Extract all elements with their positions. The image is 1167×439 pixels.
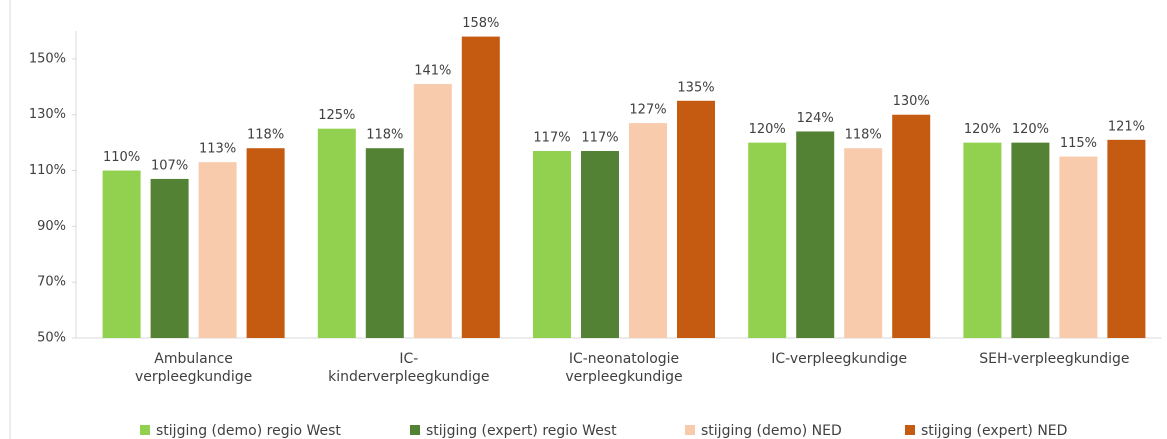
data-label: 115%: [1060, 136, 1097, 151]
legend-swatch: [685, 425, 695, 435]
data-label: 120%: [964, 122, 1001, 137]
data-label: 118%: [247, 128, 284, 143]
bar: [748, 142, 787, 338]
x-tick-label: IC-kinderverpleegkundige: [328, 351, 490, 385]
data-label: 118%: [845, 128, 882, 143]
bar: [844, 148, 883, 338]
bar: [581, 151, 619, 338]
data-label: 127%: [629, 103, 666, 118]
bar: [677, 100, 715, 338]
y-tick-label: 90%: [37, 219, 66, 234]
x-tick-label: SEH-verpleegkundige: [979, 351, 1130, 367]
data-label: 107%: [151, 158, 188, 173]
legend-swatch: [905, 425, 915, 435]
y-tick-label: 150%: [29, 51, 66, 66]
data-label: 141%: [414, 64, 451, 79]
data-label: 158%: [462, 16, 499, 31]
data-label: 120%: [1012, 122, 1049, 137]
bar: [413, 84, 452, 338]
bar: [963, 142, 1002, 338]
bar: [1107, 139, 1146, 338]
bar: [246, 148, 285, 338]
x-tick-label: IC-neonatologie verpleegkundige: [565, 351, 683, 385]
data-label: 110%: [103, 150, 140, 165]
data-label: 117%: [581, 131, 618, 146]
y-tick-label: 110%: [29, 163, 66, 178]
data-label: 125%: [318, 108, 355, 123]
bar: [365, 148, 404, 338]
data-label: 124%: [797, 111, 834, 126]
legend-label: stijging (expert) NED: [921, 423, 1067, 439]
bar: [102, 170, 141, 338]
bar: [892, 114, 931, 339]
x-tick-label: IC-verpleegkundige: [771, 351, 908, 367]
data-label: 120%: [749, 122, 786, 137]
y-tick-label: 130%: [29, 107, 66, 122]
legend-swatch: [410, 425, 420, 435]
bar: [629, 123, 667, 338]
bar: [1059, 156, 1098, 338]
bar: [198, 162, 237, 338]
bar: [796, 131, 835, 338]
bar: [461, 36, 500, 338]
y-tick-label: 50%: [37, 331, 66, 346]
y-tick-label: 70%: [37, 275, 66, 290]
bar: [1011, 142, 1050, 338]
bar: [317, 128, 356, 338]
legend-label: stijging (demo) NED: [701, 423, 842, 439]
legend-swatch: [140, 425, 150, 435]
data-label: 135%: [677, 80, 714, 95]
bar: [533, 151, 571, 338]
bar: [150, 178, 189, 338]
data-label: 121%: [1108, 119, 1145, 134]
legend-label: stijging (expert) regio West: [426, 423, 617, 439]
data-label: 117%: [533, 131, 570, 146]
legend-label: stijging (demo) regio West: [156, 423, 341, 439]
x-tick-label: Ambulance verpleegkundige: [134, 351, 253, 385]
data-label: 113%: [199, 142, 236, 157]
data-label: 130%: [893, 94, 930, 109]
data-label: 118%: [366, 128, 403, 143]
